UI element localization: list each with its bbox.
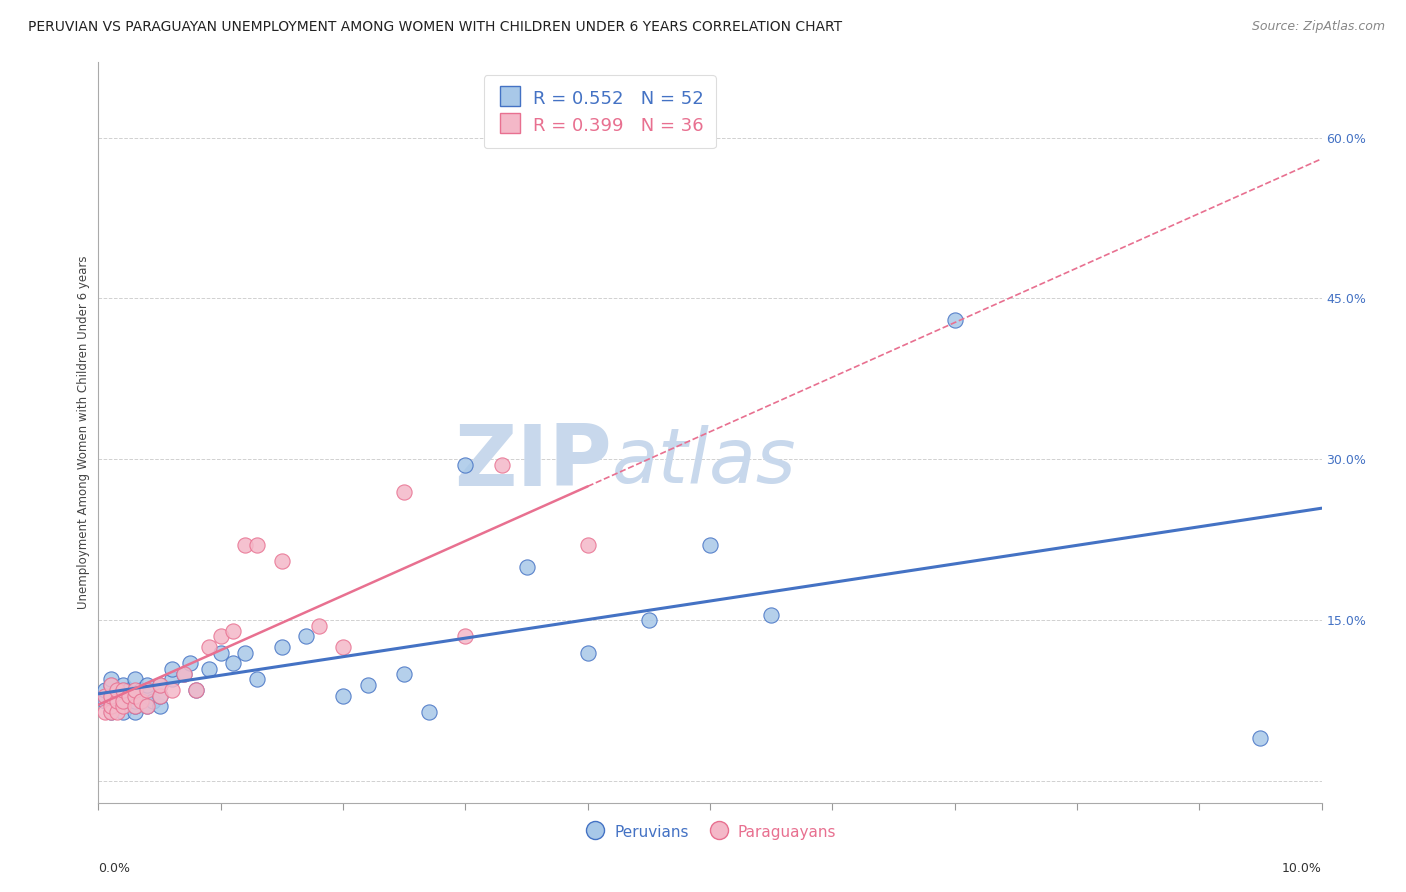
Point [233,538,256,552]
Point [105,683,128,698]
Point [516,559,538,574]
Point [124,689,146,703]
Point [179,657,201,671]
Point [222,657,245,671]
Point [124,694,146,708]
Point [111,694,134,708]
Point [295,630,318,644]
Y-axis label: Unemployment Among Women with Children Under 6 years: Unemployment Among Women with Children U… [77,256,90,609]
Point [943,313,966,327]
Text: Source: ZipAtlas.com: Source: ZipAtlas.com [1251,20,1385,33]
Point [160,683,183,698]
Point [454,458,477,472]
Point [124,673,146,687]
Point [454,630,477,644]
Point [124,705,146,719]
Point [637,614,661,628]
Point [111,678,134,692]
Legend: Peruvians, Paraguayans: Peruvians, Paraguayans [578,817,842,847]
Point [576,538,599,552]
Point [136,699,159,714]
Point [111,705,134,719]
Point [100,678,122,692]
Point [93,694,115,708]
Point [491,458,513,472]
Point [124,699,146,714]
Point [356,678,378,692]
Point [136,689,159,703]
Point [100,705,122,719]
Point [209,630,232,644]
Point [111,699,134,714]
Point [105,705,128,719]
Point [332,640,354,655]
Point [759,607,782,622]
Point [93,683,115,698]
Point [100,689,122,703]
Point [105,694,128,708]
Point [209,646,232,660]
Point [149,699,172,714]
Point [246,538,269,552]
Point [418,705,440,719]
Point [124,683,146,698]
Point [308,619,330,633]
Point [160,673,183,687]
Point [576,646,599,660]
Point [118,683,141,698]
Point [186,683,208,698]
Point [111,694,134,708]
Point [197,662,219,676]
Point [270,640,292,655]
Point [197,640,219,655]
Point [118,689,141,703]
Point [93,689,115,703]
Point [186,683,208,698]
Point [105,689,128,703]
Point [111,683,134,698]
Point [149,689,172,703]
Text: ZIP: ZIP [454,421,612,504]
Text: atlas: atlas [612,425,797,500]
Point [149,678,172,692]
Point [332,689,354,703]
Point [160,662,183,676]
Point [392,484,416,499]
Point [129,683,152,698]
Point [129,694,152,708]
Point [100,673,122,687]
Point [173,667,195,681]
Point [173,667,195,681]
Point [136,683,159,698]
Point [1249,731,1271,746]
Point [100,705,122,719]
Point [100,689,122,703]
Point [246,673,269,687]
Point [93,705,115,719]
Point [699,538,721,552]
Point [100,694,122,708]
Point [233,646,256,660]
Point [136,678,159,692]
Point [100,678,122,692]
Point [118,694,141,708]
Point [149,689,172,703]
Text: 10.0%: 10.0% [1282,862,1322,875]
Point [149,678,172,692]
Point [100,699,122,714]
Point [270,554,292,568]
Point [105,699,128,714]
Point [136,699,159,714]
Point [111,683,134,698]
Point [124,699,146,714]
Point [392,667,416,681]
Text: 0.0%: 0.0% [98,862,131,875]
Text: PERUVIAN VS PARAGUAYAN UNEMPLOYMENT AMONG WOMEN WITH CHILDREN UNDER 6 YEARS CORR: PERUVIAN VS PARAGUAYAN UNEMPLOYMENT AMON… [28,20,842,34]
Point [142,694,165,708]
Point [124,689,146,703]
Point [222,624,245,639]
